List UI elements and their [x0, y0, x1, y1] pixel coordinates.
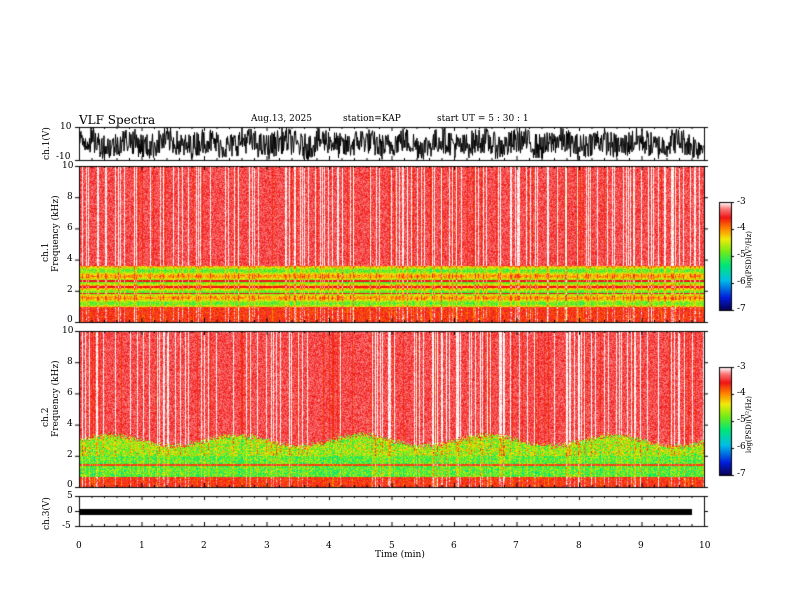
chart-title: VLF Spectra: [79, 113, 156, 127]
spec2-ytick-8: 8: [67, 357, 73, 367]
xtick-4: 4: [326, 541, 332, 551]
spec2-ylabel-frequency: Frequency (kHz): [51, 360, 61, 437]
spec2-ytick-6: 6: [67, 388, 73, 398]
spec1-ytick-2: 2: [67, 285, 73, 295]
xtick-3: 3: [264, 541, 270, 551]
ch1-ytick-bottom: -10: [56, 152, 71, 162]
cbar1-tick-m3: -3: [737, 197, 746, 207]
cbar2-tick-m5: -5: [737, 415, 746, 425]
cbar2-tick-m4: -4: [737, 388, 746, 398]
xtick-7: 7: [513, 541, 519, 551]
ch1-ytick-top: 10: [60, 122, 72, 132]
x-axis-label: Time (min): [375, 550, 425, 560]
ch3-ytick-top: 5: [67, 491, 73, 501]
cbar2-label: log(PSD)(V²/Hz): [745, 396, 753, 453]
ch3-ytick-bottom: -5: [62, 521, 71, 531]
cbar1-tick-m6: -6: [737, 277, 746, 287]
ch1-waveform-ylabel: ch.1(V): [42, 127, 52, 160]
spec2-ytick-10: 10: [62, 326, 74, 336]
xtick-2: 2: [201, 541, 207, 551]
cbar1-tick-m5: -5: [737, 250, 746, 260]
date-label: Aug.13, 2025: [251, 114, 312, 124]
xtick-10: 10: [699, 541, 711, 551]
start-time-label: start UT = 5 : 30 : 1: [437, 114, 529, 124]
spec1-ytick-6: 6: [67, 223, 73, 233]
cbar1-tick-m4: -4: [737, 223, 746, 233]
station-label: station=KAP: [343, 114, 401, 124]
cbar1-label: log(PSD)(V²/Hz): [745, 231, 753, 288]
spec1-ytick-0: 0: [67, 315, 73, 325]
spec1-ylabel-frequency: Frequency (kHz): [51, 195, 61, 272]
spec1-ytick-10: 10: [62, 161, 74, 171]
cbar2-tick-m3: -3: [737, 362, 746, 372]
spec1-ylabel-channel: ch.1: [41, 242, 51, 262]
xtick-5: 5: [389, 541, 395, 551]
spec2-ylabel-channel: ch.2: [41, 407, 51, 427]
cbar1-tick-m7: -7: [737, 304, 746, 314]
xtick-8: 8: [576, 541, 582, 551]
xtick-6: 6: [451, 541, 457, 551]
spec2-ytick-4: 4: [67, 419, 73, 429]
xtick-1: 1: [139, 541, 145, 551]
spec2-ytick-2: 2: [67, 450, 73, 460]
xtick-9: 9: [638, 541, 644, 551]
ch3-ytick-mid: 0: [67, 506, 73, 516]
ch3-waveform-ylabel: ch.3(V): [42, 497, 52, 530]
spec1-ytick-8: 8: [67, 192, 73, 202]
xtick-0: 0: [76, 541, 82, 551]
spec2-ytick-0: 0: [67, 480, 73, 490]
cbar2-tick-m7: -7: [737, 469, 746, 479]
spec1-ytick-4: 4: [67, 254, 73, 264]
cbar2-tick-m6: -6: [737, 442, 746, 452]
